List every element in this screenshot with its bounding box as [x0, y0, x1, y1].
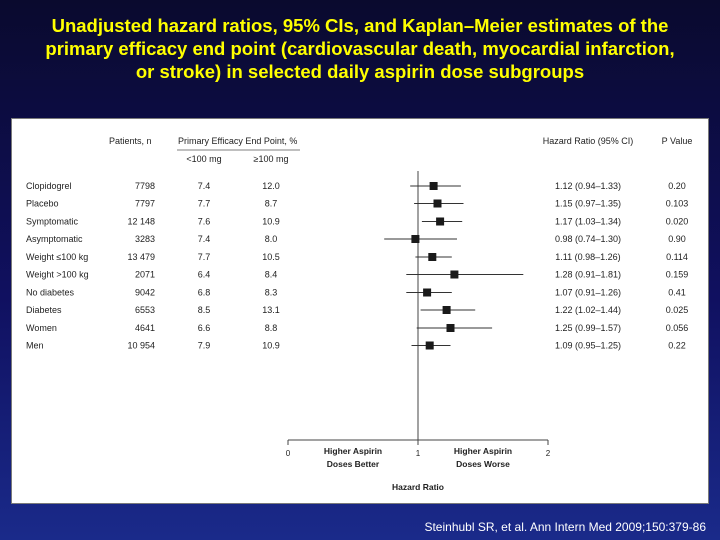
- row-label: Symptomatic: [26, 217, 79, 227]
- row-high-dose-rate: 8.7: [265, 199, 278, 209]
- x-tick-label: 0: [286, 449, 291, 458]
- hr-marker: [428, 253, 437, 261]
- row-label: Weight ≤100 kg: [26, 252, 88, 262]
- row-hr-text: 1.22 (1.02–1.44): [555, 305, 621, 315]
- row-high-dose-rate: 10.9: [262, 341, 280, 351]
- row-patients: 7798: [135, 181, 155, 191]
- row-low-dose-rate: 7.7: [198, 199, 211, 209]
- hr-marker: [423, 288, 432, 297]
- row-low-dose-rate: 6.6: [198, 323, 211, 333]
- row-high-dose-rate: 8.8: [265, 323, 278, 333]
- hr-marker: [429, 182, 438, 190]
- row-high-dose-rate: 10.5: [262, 252, 280, 262]
- header-endpoint: Primary Efficacy End Point, %: [178, 136, 297, 146]
- hr-marker: [411, 235, 420, 243]
- row-patients: 10 954: [127, 341, 155, 351]
- row-high-dose-rate: 8.4: [265, 270, 278, 280]
- slide-title-line: Unadjusted hazard ratios, 95% CIs, and K…: [51, 15, 669, 36]
- row-p-value: 0.22: [668, 341, 686, 351]
- forest-plot: Patients, n Primary Efficacy End Point, …: [26, 136, 693, 492]
- row-hr-text: 1.12 (0.94–1.33): [555, 181, 621, 191]
- row-patients: 9042: [135, 288, 155, 298]
- row-patients: 7797: [135, 199, 155, 209]
- hr-marker: [450, 270, 459, 279]
- row-patients: 12 148: [127, 217, 155, 227]
- slide-title: Unadjusted hazard ratios, 95% CIs, and K…: [10, 14, 710, 83]
- row-hr-text: 0.98 (0.74–1.30): [555, 234, 621, 244]
- forest-plot-panel: Patients, n Primary Efficacy End Point, …: [11, 118, 709, 504]
- row-label: Weight >100 kg: [26, 270, 89, 280]
- annotation-right: Doses Worse: [456, 459, 510, 469]
- header-low-dose: <100 mg: [186, 154, 221, 164]
- row-p-value: 0.020: [666, 217, 689, 227]
- row-high-dose-rate: 13.1: [262, 305, 280, 315]
- row-hr-text: 1.17 (1.03–1.34): [555, 217, 621, 227]
- annotation-right: Higher Aspirin: [454, 446, 512, 456]
- annotation-left: Doses Better: [327, 459, 380, 469]
- row-hr-text: 1.09 (0.95–1.25): [555, 341, 621, 351]
- row-patients: 13 479: [127, 252, 155, 262]
- row-label: No diabetes: [26, 288, 75, 298]
- row-low-dose-rate: 7.9: [198, 341, 211, 351]
- x-tick-label: 1: [416, 449, 421, 458]
- row-p-value: 0.103: [666, 199, 689, 209]
- citation: Steinhubl SR, et al. Ann Intern Med 2009…: [424, 520, 706, 534]
- row-p-value: 0.114: [666, 252, 688, 262]
- row-low-dose-rate: 6.4: [198, 270, 211, 280]
- hr-marker: [433, 199, 442, 208]
- row-p-value: 0.159: [666, 270, 689, 280]
- row-high-dose-rate: 12.0: [262, 181, 280, 191]
- row-patients: 4641: [135, 323, 155, 333]
- x-axis-title: Hazard Ratio: [392, 482, 444, 492]
- row-hr-text: 1.07 (0.91–1.26): [555, 288, 621, 298]
- row-label: Placebo: [26, 199, 59, 209]
- row-low-dose-rate: 6.8: [198, 288, 211, 298]
- row-hr-text: 1.28 (0.91–1.81): [555, 270, 621, 280]
- row-patients: 3283: [135, 234, 155, 244]
- row-low-dose-rate: 7.6: [198, 217, 211, 227]
- x-tick-label: 2: [546, 449, 551, 458]
- row-low-dose-rate: 7.4: [198, 181, 211, 191]
- header-p-value: P Value: [662, 136, 693, 146]
- annotation-left: Higher Aspirin: [324, 446, 382, 456]
- row-high-dose-rate: 8.3: [265, 288, 278, 298]
- row-patients: 6553: [135, 305, 155, 315]
- hr-marker: [425, 341, 434, 350]
- row-patients: 2071: [135, 270, 155, 280]
- row-label: Diabetes: [26, 305, 62, 315]
- row-hr-text: 1.25 (0.99–1.57): [555, 323, 621, 333]
- row-label: Women: [26, 323, 57, 333]
- row-high-dose-rate: 10.9: [262, 217, 280, 227]
- slide-title-line: or stroke) in selected daily aspirin dos…: [135, 61, 585, 82]
- header-hazard-ratio: Hazard Ratio (95% CI): [543, 136, 634, 146]
- row-p-value: 0.025: [666, 305, 689, 315]
- row-hr-text: 1.11 (0.98–1.26): [555, 252, 620, 262]
- row-low-dose-rate: 8.5: [198, 305, 211, 315]
- row-p-value: 0.90: [668, 234, 686, 244]
- row-label: Clopidogrel: [26, 181, 72, 191]
- header-patients: Patients, n: [109, 136, 152, 146]
- row-p-value: 0.20: [668, 181, 686, 191]
- row-hr-text: 1.15 (0.97–1.35): [555, 199, 621, 209]
- row-low-dose-rate: 7.4: [198, 234, 211, 244]
- header-high-dose: ≥100 mg: [254, 154, 289, 164]
- row-high-dose-rate: 8.0: [265, 234, 278, 244]
- slide-title-line: primary efficacy end point (cardiovascul…: [45, 38, 675, 59]
- hr-marker: [446, 324, 455, 332]
- row-low-dose-rate: 7.7: [198, 252, 211, 262]
- row-label: Asymptomatic: [26, 234, 83, 244]
- hr-marker: [442, 306, 451, 314]
- row-label: Men: [26, 341, 44, 351]
- row-p-value: 0.056: [666, 323, 689, 333]
- hr-marker: [436, 217, 445, 226]
- row-p-value: 0.41: [668, 288, 686, 298]
